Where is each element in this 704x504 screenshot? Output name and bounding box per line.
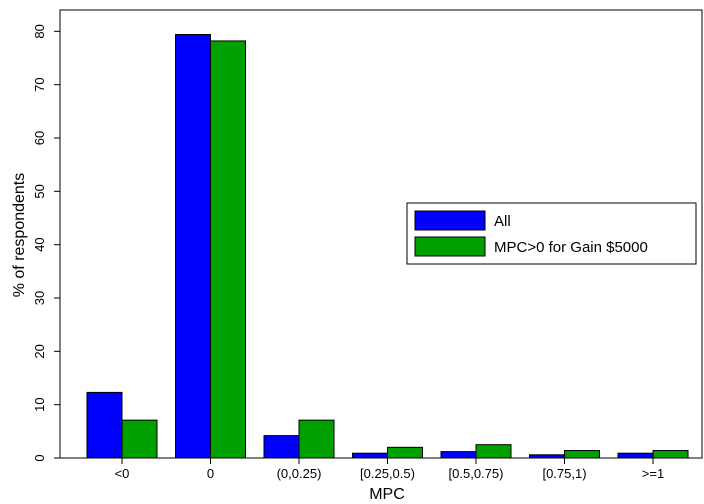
bar-all-0	[86, 391, 123, 459]
bar-all-5	[529, 454, 565, 459]
bar-gain-4	[475, 444, 512, 459]
y-tick-label: 30	[32, 291, 47, 305]
bar-all-3	[352, 452, 388, 459]
legend: All MPC>0 for Gain $5000	[406, 202, 697, 265]
y-tick-label: 20	[32, 344, 47, 358]
bar-gain-5	[564, 450, 600, 459]
y-tick-label: 0	[32, 454, 47, 461]
y-tick-label: 10	[32, 397, 47, 411]
x-axis: <0 0 (0,0.25) [0.25,0.5) [0.5,0.75) [0.75,1) >…	[115, 458, 664, 481]
bar-gain-0	[121, 419, 158, 459]
bar-all-2	[263, 435, 300, 459]
bar-gain-3	[387, 446, 423, 459]
y-tick-label: 80	[32, 24, 47, 38]
legend-label-0: All	[494, 213, 511, 230]
y-tick-label: 70	[32, 77, 47, 91]
bar-gain-2	[298, 419, 335, 459]
y-axis: 0 10 20 30 40 50 60 70 80	[32, 24, 60, 462]
bar-all-4	[440, 451, 477, 459]
bar-gain-6	[652, 450, 689, 459]
bar-all-6	[617, 452, 654, 459]
x-tick-label: (0,0.25)	[277, 466, 322, 481]
x-axis-title: MPC	[369, 486, 405, 503]
x-tick-label: [0.25,0.5)	[360, 466, 415, 481]
bar-all-1	[175, 34, 211, 459]
x-tick-label: >=1	[642, 466, 664, 481]
x-tick-label: [0.75,1)	[542, 466, 586, 481]
legend-swatch-1	[414, 236, 486, 257]
y-tick-label: 50	[32, 184, 47, 198]
y-axis-title: % of respondents	[11, 173, 28, 298]
bar-gain-1	[210, 40, 246, 459]
x-tick-label: [0.5,0.75)	[449, 466, 504, 481]
bars-layer	[86, 34, 689, 459]
x-tick-label: 0	[207, 466, 214, 481]
legend-label-1: MPC>0 for Gain $5000	[494, 239, 648, 256]
y-tick-label: 40	[32, 237, 47, 251]
x-tick-label: <0	[115, 466, 130, 481]
legend-swatch-0	[414, 210, 486, 231]
y-tick-label: 60	[32, 131, 47, 145]
